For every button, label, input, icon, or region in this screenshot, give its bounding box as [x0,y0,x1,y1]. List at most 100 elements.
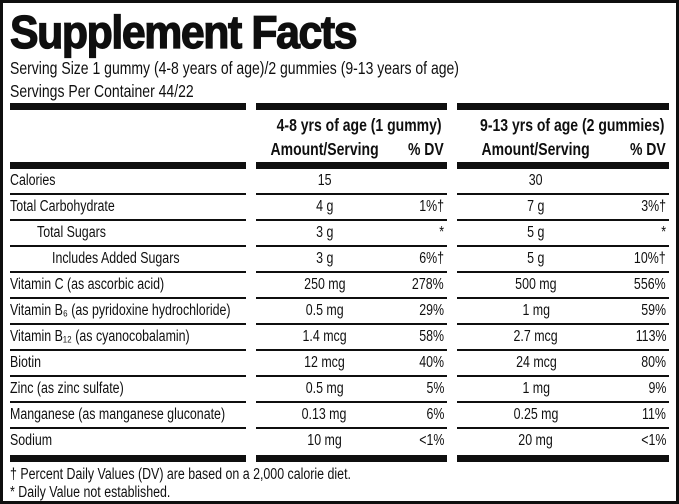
rule-segment [457,455,669,462]
percent-dv-header: % DV [630,139,666,159]
percent-dv-group1: 58% [419,328,444,345]
amount-serving-group1: 4 g [315,198,334,215]
amount-serving-group2: 30 [529,172,543,189]
group2-title: 9-13 yrs of age (2 gummies) [480,115,665,135]
nutrient-name: Vitamin C (as ascorbic acid) [10,276,165,293]
nutrient-name: Includes Added Sugars [52,250,180,267]
nutrient-name: Calories [10,172,56,189]
nutrient-name: Vitamin B₁₂ (as cyanocobalamin) [10,328,190,345]
percent-dv-header: % DV [408,139,444,159]
amount-serving-group1: 1.4 mcg [302,328,347,345]
group1-values: 10 mg <1% [256,429,447,455]
footnote-daily-values: † Percent Daily Values (DV) are based on… [10,466,351,483]
header-top-rule [10,103,669,110]
table-row: Includes Added Sugars 3 g 6%† 5 g 10%† [10,247,669,273]
percent-dv-group2: 113% [635,328,666,345]
amount-serving-group2: 5 g [527,224,545,241]
group2-values: 1 mg 9% [457,377,669,403]
nutrient-rows: Calories 15 30 Total Carbohydrate 4 g 1%… [10,169,669,455]
amount-serving-group2: 0.25 mg [513,406,559,423]
amount-serving-group1: 12 mcg [304,354,345,371]
group2-values: 0.25 mg 11% [457,403,669,429]
nutrient-name-cell: Sodium [10,429,246,455]
percent-dv-group2: 10%† [634,250,666,267]
page-title: Supplement Facts [9,8,669,57]
percent-dv-group2: * [661,224,666,241]
footnotes: † Percent Daily Values (DV) are based on… [10,466,669,501]
group1-values: 250 mg 278% [256,273,447,299]
table-row: Vitamin B₁₂ (as cyanocobalamin) 1.4 mcg … [10,325,669,351]
group1-values: 12 mcg 40% [256,351,447,377]
percent-dv-group1: 1%† [419,198,444,215]
nutrient-name-cell: Vitamin C (as ascorbic acid) [10,273,246,299]
group2-values: 500 mg 556% [457,273,669,299]
amount-serving-group2: 1 mg [522,380,550,397]
column-headers: 4-8 yrs of age (1 gummy) Amount/Serving … [10,110,669,162]
header-name-spacer [10,110,246,162]
nutrient-name-cell: Vitamin B₆ (as pyridoxine hydrochloride) [10,299,246,325]
footnote-not-established: * Daily Value not established. [10,484,171,501]
group2-values: 2.7 mcg 113% [457,325,669,351]
amount-serving-group2: 20 mg [518,432,554,449]
amount-serving-group2: 500 mg [515,276,557,293]
nutrient-name-cell: Total Sugars [10,221,246,247]
percent-dv-group2: 3%† [641,198,666,215]
table-row: Sodium 10 mg <1% 20 mg <1% [10,429,669,455]
group1-values: 4 g 1%† [256,195,447,221]
table-row: Vitamin C (as ascorbic acid) 250 mg 278%… [10,273,669,299]
amount-serving-group1: 15 [317,172,332,189]
table-row: Total Carbohydrate 4 g 1%† 7 g 3%† [10,195,669,221]
table-row: Manganese (as manganese gluconate) 0.13 … [10,403,669,429]
group2-values: 5 g 10%† [457,247,669,273]
percent-dv-group2: 59% [641,302,666,319]
rule-segment [10,103,246,110]
group1-header: 4-8 yrs of age (1 gummy) Amount/Serving … [256,110,447,162]
table-row: Zinc (as zinc sulfate) 0.5 mg 5% 1 mg 9% [10,377,669,403]
group2-values: 5 g * [457,221,669,247]
table-row: Biotin 12 mcg 40% 24 mcg 80% [10,351,669,377]
nutrient-name-cell: Calories [10,169,246,195]
nutrient-name: Biotin [10,354,42,371]
group2-header: 9-13 yrs of age (2 gummies) Amount/Servi… [457,110,669,162]
table-row: Vitamin B₆ (as pyridoxine hydrochloride)… [10,299,669,325]
amount-serving-group2: 7 g [527,198,545,215]
amount-serving-group1: 3 g [315,250,334,267]
percent-dv-group1: 40% [419,354,444,371]
group1-values: 15 [256,169,447,195]
amount-serving-group2: 2.7 mcg [513,328,559,345]
nutrient-name-cell: Manganese (as manganese gluconate) [10,403,246,429]
table-row: Total Sugars 3 g * 5 g * [10,221,669,247]
servings-per-container-line: Servings Per Container 44/22 [10,81,194,101]
group1-values: 3 g * [256,221,447,247]
nutrient-name-cell: Includes Added Sugars [10,247,246,273]
rule-segment [457,162,669,169]
percent-dv-group2: <1% [640,432,666,449]
rule-segment [256,103,447,110]
nutrient-name-cell: Vitamin B₁₂ (as cyanocobalamin) [10,325,246,351]
rule-segment [256,455,447,462]
amount-serving-group1: 0.13 mg [302,406,347,423]
rule-segment [10,162,246,169]
amount-serving-group1: 0.5 mg [305,302,344,319]
group1-values: 0.5 mg 29% [256,299,447,325]
nutrient-name: Zinc (as zinc sulfate) [10,380,124,397]
serving-size-line: Serving Size 1 gummy (4-8 years of age)/… [10,58,459,78]
table-row: Calories 15 30 [10,169,669,195]
amount-serving-group2: 1 mg [522,302,550,319]
rule-segment [10,455,246,462]
group1-values: 0.13 mg 6% [256,403,447,429]
header-bottom-rule [10,162,669,169]
group2-values: 1 mg 59% [457,299,669,325]
nutrient-name: Total Carbohydrate [10,198,115,215]
percent-dv-group1: 5% [426,380,444,397]
percent-dv-group1: * [439,224,444,241]
nutrient-name-cell: Zinc (as zinc sulfate) [10,377,246,403]
amount-serving-header: Amount/Serving [481,139,591,159]
group1-title: 4-8 yrs of age (1 gummy) [276,115,442,135]
amount-serving-group1: 3 g [315,224,334,241]
amount-serving-group2: 24 mcg [515,354,557,371]
percent-dv-group2: 80% [641,354,666,371]
rule-segment [457,103,669,110]
nutrient-name: Vitamin B₆ (as pyridoxine hydrochloride) [10,302,231,319]
